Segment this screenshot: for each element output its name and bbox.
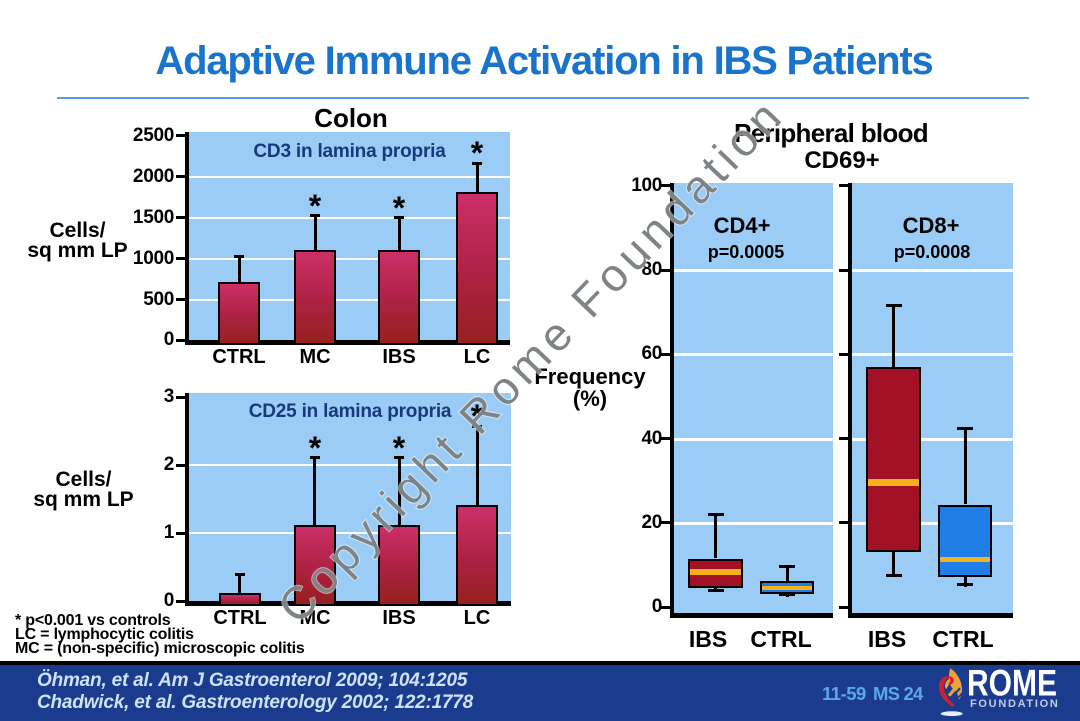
svg-text:Copyright Rome Foundation: Copyright Rome Foundation (268, 91, 791, 633)
